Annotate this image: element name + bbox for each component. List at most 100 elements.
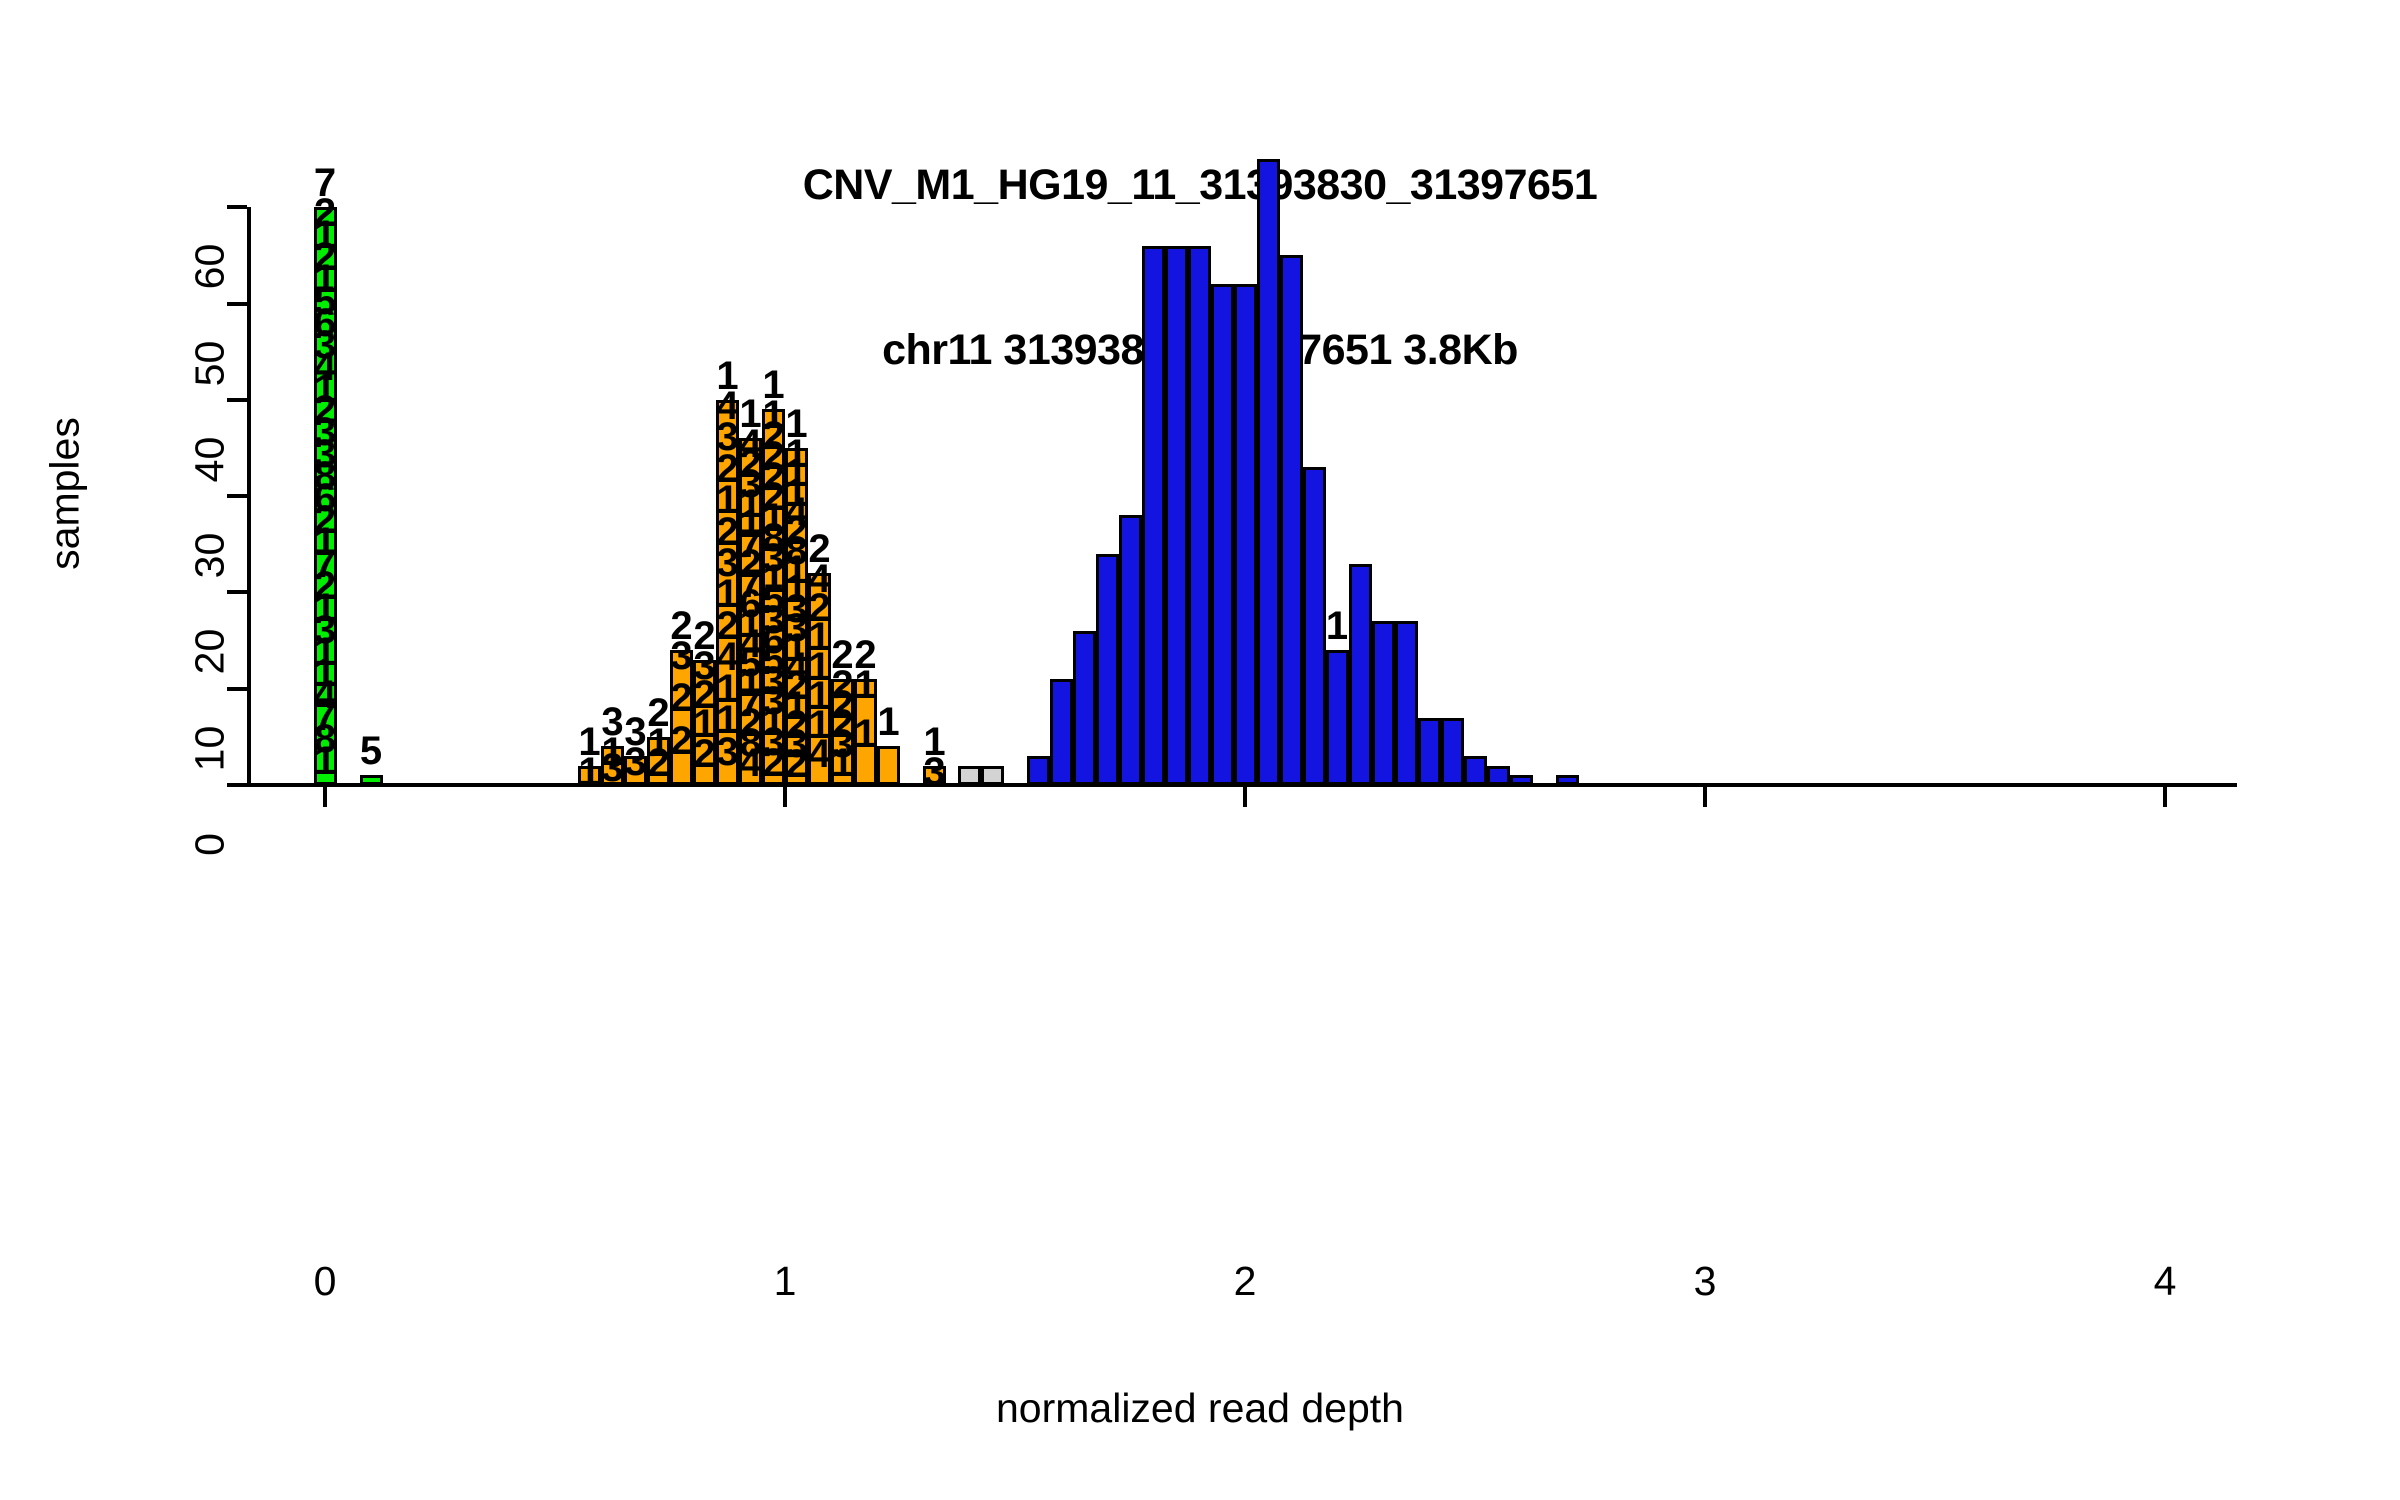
y-tick-50 bbox=[227, 301, 247, 306]
bar-sample-digit: 4 bbox=[808, 557, 831, 602]
bar-sample-digit: 1 bbox=[785, 431, 808, 476]
x-tick-0 bbox=[323, 787, 327, 807]
bar-sample-digit: 1 bbox=[808, 673, 831, 718]
bar-sample-digit: 2 bbox=[716, 446, 739, 491]
bar-sample-digit: 4 bbox=[716, 635, 739, 680]
bar-sample-digit: 1 bbox=[762, 556, 785, 601]
bar-sample-digit: 1 bbox=[313, 585, 337, 630]
bar-sample-digit: 5 bbox=[762, 638, 785, 683]
bar-sample-digit: 1 bbox=[313, 739, 337, 784]
bar-sample-digit: 1 bbox=[313, 651, 337, 696]
bar-sample-digit: 1 bbox=[739, 601, 762, 646]
bar-sample-digit: 2 bbox=[762, 434, 785, 479]
bar-sample-digit: 3 bbox=[762, 720, 785, 765]
bar-sample-digit: 2 bbox=[785, 702, 808, 747]
bar-sample-digit: 6 bbox=[762, 618, 785, 663]
x-axis-title: normalized read depth bbox=[996, 1385, 1404, 1431]
histogram-bar bbox=[1394, 621, 1418, 785]
bar-sample-digit: 1 bbox=[762, 699, 785, 744]
bar-sample-digit: 1 bbox=[578, 749, 601, 794]
x-tick-2 bbox=[1243, 787, 1247, 807]
bar-sample-digit: 1 bbox=[785, 548, 808, 593]
y-tick-label-60: 60 bbox=[186, 243, 233, 290]
x-tick-label-1: 1 bbox=[773, 1258, 797, 1304]
bar-sample-digit: 4 bbox=[808, 731, 831, 776]
x-tick-1 bbox=[783, 787, 787, 807]
histogram-bar bbox=[1417, 717, 1441, 785]
bar-sample-digit: 1 bbox=[808, 644, 831, 689]
x-tick-label-2: 2 bbox=[1233, 1258, 1257, 1304]
histogram-bar bbox=[1233, 284, 1257, 785]
histogram-bar bbox=[1164, 245, 1188, 785]
bar-sample-digit: 3 bbox=[716, 415, 739, 460]
bar-sample-digit: 3 bbox=[624, 740, 647, 785]
bar-top-count: 3 bbox=[601, 700, 624, 745]
bar-sample-digit: 2 bbox=[739, 541, 762, 586]
bar-sample-digit: 1 bbox=[313, 629, 337, 674]
bar-sample-digit: 2 bbox=[693, 731, 716, 776]
histogram-bar bbox=[1325, 650, 1349, 785]
y-tick-10 bbox=[227, 686, 247, 691]
bar-sample-digit: 8 bbox=[739, 721, 762, 766]
bar-sample-digit: 2 bbox=[808, 586, 831, 631]
bar-sample-digit: 3 bbox=[313, 322, 337, 367]
bar-sample-digit: 5 bbox=[762, 577, 785, 622]
bar-sample-digit: 1 bbox=[854, 712, 877, 757]
bar-sample-digit: 2 bbox=[693, 673, 716, 718]
histogram-bar bbox=[1440, 717, 1464, 785]
histogram-bar bbox=[1026, 756, 1050, 785]
bar-sample-digit: 3 bbox=[601, 745, 624, 790]
bar-sample-digit: 7 bbox=[313, 541, 337, 586]
bar-sample-digit: 3 bbox=[923, 749, 946, 794]
y-tick-40 bbox=[227, 397, 247, 402]
histogram-bar bbox=[1095, 553, 1119, 785]
bar-sample-digit: 1 bbox=[808, 702, 831, 747]
bar-top-count: 7 bbox=[313, 161, 337, 206]
bar-sample-digit: 2 bbox=[647, 740, 670, 785]
bar-sample-digit: 7 bbox=[313, 695, 337, 740]
x-tick-4 bbox=[2163, 787, 2167, 807]
bar-sample-digit: 3 bbox=[785, 722, 808, 767]
bar-sample-digit: 4 bbox=[313, 344, 337, 389]
bar-sample-digit: 1 bbox=[785, 683, 808, 728]
chart-title: CNV_M1_HG19_11_31393830_31397651 chr11 3… bbox=[0, 48, 2400, 488]
bar-sample-digit: 8 bbox=[762, 515, 785, 560]
bar-sample-digit: 2 bbox=[785, 741, 808, 786]
bar-sample-digit: 4 bbox=[785, 490, 808, 535]
bar-sample-digit: 1 bbox=[693, 702, 716, 747]
bar-sample-digit: 3 bbox=[716, 540, 739, 585]
bar-sample-digit: 1 bbox=[808, 615, 831, 660]
bar-sample-digit: 1 bbox=[601, 730, 624, 775]
bar-sample-digit: 3 bbox=[313, 432, 337, 477]
bar-top-count: 2 bbox=[831, 633, 854, 678]
bar-sample-digit: 6 bbox=[739, 581, 762, 626]
bar-sample-digit: 4 bbox=[313, 673, 337, 718]
x-tick-label-4: 4 bbox=[2153, 1258, 2177, 1304]
histogram-bar bbox=[1371, 621, 1395, 785]
bar-sample-digit: 2 bbox=[762, 454, 785, 499]
bar-sample-digit: 4 bbox=[739, 422, 762, 467]
bar-sample-digit: 6 bbox=[313, 300, 337, 345]
bar-top-count: 2 bbox=[693, 613, 716, 658]
bar-sample-digit: 3 bbox=[313, 607, 337, 652]
bar-sample-digit: 1 bbox=[785, 451, 808, 496]
bar-sample-digit: 4 bbox=[739, 741, 762, 786]
bar-sample-digit: 3 bbox=[313, 410, 337, 455]
histogram-bar bbox=[1141, 245, 1165, 785]
bar-top-count: 1 bbox=[739, 392, 762, 437]
bar-sample-digit: 2 bbox=[313, 191, 337, 236]
bar-sample-digit: 4 bbox=[716, 383, 739, 428]
bar-sample-digit: 1 bbox=[785, 625, 808, 670]
bar-sample-digit: 2 bbox=[762, 475, 785, 520]
bar-top-count: 2 bbox=[808, 527, 831, 572]
bar-sample-digit: 2 bbox=[831, 663, 854, 708]
bar-sample-digit: 2 bbox=[831, 682, 854, 727]
y-axis-title: samples bbox=[41, 417, 88, 570]
bar-sample-digit: 1 bbox=[785, 470, 808, 515]
bar-sample-digit: 7 bbox=[739, 521, 762, 566]
bar-sample-digit: 1 bbox=[647, 720, 670, 765]
bar-sample-digit: 2 bbox=[762, 740, 785, 785]
bar-sample-digit: 2 bbox=[313, 498, 337, 542]
bar-sample-digit: 3 bbox=[670, 634, 693, 679]
